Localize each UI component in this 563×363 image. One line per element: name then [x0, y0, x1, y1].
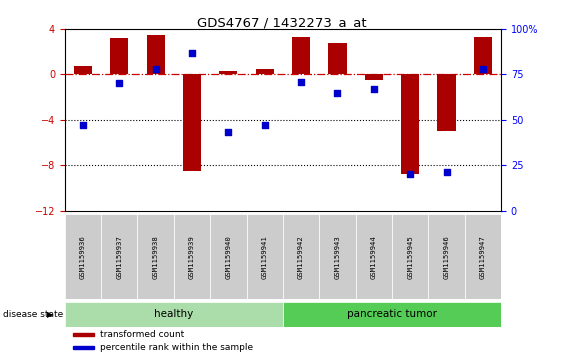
Bar	[174, 214, 210, 299]
Bar	[401, 74, 419, 174]
Point	[333, 90, 342, 95]
Bar	[146, 35, 165, 74]
Bar	[437, 74, 455, 131]
Point	[78, 122, 87, 128]
Bar	[247, 214, 283, 299]
Bar	[73, 346, 95, 349]
Bar	[428, 214, 464, 299]
Bar	[65, 302, 283, 327]
Point	[442, 170, 451, 175]
Bar	[464, 214, 501, 299]
Bar	[101, 214, 137, 299]
Bar	[292, 37, 310, 74]
Bar	[110, 38, 128, 74]
Text: GSM1159941: GSM1159941	[262, 235, 268, 279]
Point	[187, 50, 196, 56]
Bar	[74, 66, 92, 74]
Text: GDS4767 / 1432273_a_at: GDS4767 / 1432273_a_at	[196, 16, 367, 29]
Bar	[183, 74, 201, 171]
Bar	[319, 214, 356, 299]
Text: GSM1159945: GSM1159945	[407, 235, 413, 279]
Point	[369, 86, 378, 92]
Point	[297, 79, 306, 85]
Bar	[365, 74, 383, 80]
Text: GSM1159937: GSM1159937	[117, 235, 122, 279]
Bar	[392, 214, 428, 299]
Text: GSM1159946: GSM1159946	[444, 235, 449, 279]
Text: transformed count: transformed count	[100, 330, 184, 339]
Point	[115, 81, 124, 86]
Text: GSM1159939: GSM1159939	[189, 235, 195, 279]
Point	[406, 171, 415, 177]
Point	[260, 122, 269, 128]
Bar	[256, 69, 274, 74]
Bar	[283, 214, 319, 299]
Text: GSM1159942: GSM1159942	[298, 235, 304, 279]
Bar	[474, 37, 492, 74]
Text: GSM1159943: GSM1159943	[334, 235, 341, 279]
Bar	[328, 43, 347, 74]
Bar	[210, 214, 247, 299]
Bar	[65, 214, 101, 299]
Text: GSM1159936: GSM1159936	[80, 235, 86, 279]
Point	[224, 130, 233, 135]
Point	[479, 66, 488, 72]
Text: GSM1159938: GSM1159938	[153, 235, 159, 279]
Bar	[73, 333, 95, 337]
Bar	[219, 71, 238, 74]
Text: healthy: healthy	[154, 309, 194, 319]
Point	[151, 66, 160, 72]
Text: ▶: ▶	[47, 310, 53, 319]
Text: GSM1159940: GSM1159940	[225, 235, 231, 279]
Bar	[137, 214, 174, 299]
Text: pancreatic tumor: pancreatic tumor	[347, 309, 437, 319]
Bar	[283, 302, 501, 327]
Text: GSM1159947: GSM1159947	[480, 235, 486, 279]
Text: GSM1159944: GSM1159944	[371, 235, 377, 279]
Text: disease state: disease state	[3, 310, 63, 319]
Bar	[356, 214, 392, 299]
Text: percentile rank within the sample: percentile rank within the sample	[100, 343, 253, 352]
